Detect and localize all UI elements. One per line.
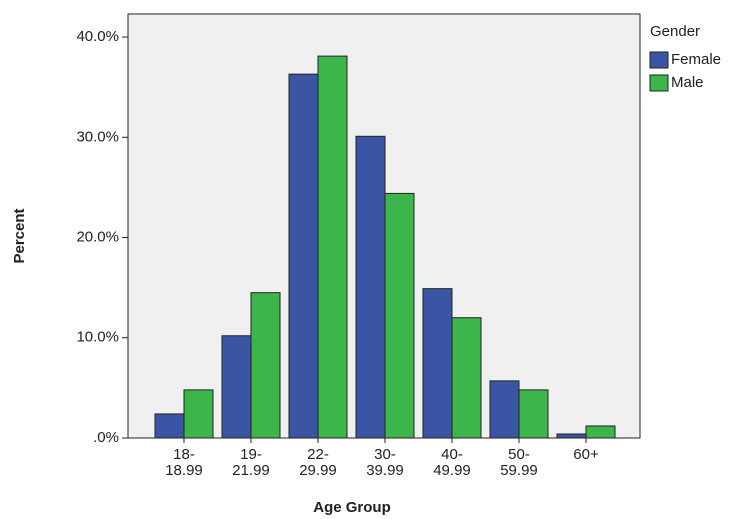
x-tick-label-line: 22- — [307, 446, 329, 463]
x-tick-label-line: 18- — [173, 446, 195, 463]
bar — [288, 73, 319, 439]
y-tick-label: 40.0% — [76, 28, 119, 45]
y-tick-label: 30.0% — [76, 128, 119, 145]
legend-swatch — [649, 51, 669, 69]
legend-label: Female — [671, 51, 721, 68]
bar — [451, 317, 482, 439]
bar — [585, 425, 616, 439]
x-tick-label-line: 50- — [508, 446, 530, 463]
x-tick-label-line: 60+ — [573, 446, 599, 463]
x-tick-label: 50-59.99 — [500, 446, 538, 479]
bar — [221, 335, 252, 439]
bar — [556, 433, 587, 439]
bar — [183, 389, 214, 439]
x-tick-label-line: 30- — [374, 446, 396, 463]
y-tick-label: 10.0% — [76, 329, 119, 346]
x-tick-label: 30-39.99 — [366, 446, 404, 479]
x-axis-title: Age Group — [313, 499, 391, 516]
y-tick-label: .0% — [93, 429, 119, 446]
y-tick-label: 20.0% — [76, 228, 119, 245]
x-tick-label: 22-29.99 — [299, 446, 337, 479]
x-tick-label: 60+ — [573, 446, 599, 463]
bar — [317, 55, 348, 439]
bar — [518, 389, 549, 439]
bar — [422, 288, 453, 439]
bar — [250, 292, 281, 439]
x-tick-label-line: 21.99 — [232, 462, 270, 479]
x-tick-label-line: 49.99 — [433, 462, 471, 479]
y-axis-title: Percent — [11, 208, 28, 263]
x-tick-label-line: 40- — [441, 446, 463, 463]
x-tick-label: 18-18.99 — [165, 446, 203, 479]
x-tick-label-line: 19- — [240, 446, 262, 463]
bar — [384, 192, 415, 439]
legend-swatch — [649, 74, 669, 92]
legend-title: Gender — [650, 23, 700, 40]
bar — [489, 380, 520, 439]
x-tick-label-line: 29.99 — [299, 462, 337, 479]
x-tick-label: 19-21.99 — [232, 446, 270, 479]
x-tick-label: 40-49.99 — [433, 446, 471, 479]
x-tick-label-line: 39.99 — [366, 462, 404, 479]
x-tick-label-line: 18.99 — [165, 462, 203, 479]
bar — [355, 135, 386, 439]
x-tick-label-line: 59.99 — [500, 462, 538, 479]
bar — [154, 413, 185, 439]
legend-label: Male — [671, 74, 704, 91]
